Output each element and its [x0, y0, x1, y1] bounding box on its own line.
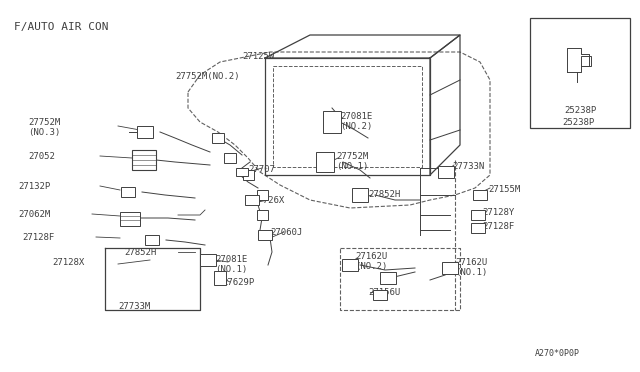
Bar: [243, 170, 253, 180]
Bar: [438, 166, 454, 178]
Bar: [373, 290, 387, 300]
Text: 27128Y: 27128Y: [482, 208, 515, 217]
Bar: [257, 190, 268, 200]
Bar: [530, 18, 630, 128]
Bar: [145, 235, 159, 245]
Text: 27752M(NO.2): 27752M(NO.2): [175, 72, 239, 81]
Text: 27733N: 27733N: [452, 162, 484, 171]
Text: 27752M
(NO.3): 27752M (NO.3): [28, 118, 60, 137]
Bar: [200, 254, 216, 266]
Text: 27132P: 27132P: [18, 182, 51, 191]
Text: 27852H: 27852H: [368, 190, 400, 199]
Text: 27162U
(NO.2): 27162U (NO.2): [355, 252, 387, 272]
Text: 27060J: 27060J: [270, 228, 302, 237]
Bar: [342, 259, 358, 271]
Bar: [442, 262, 458, 274]
Text: 27062M: 27062M: [18, 210, 51, 219]
Text: 27128F: 27128F: [22, 233, 54, 242]
Text: 27128X: 27128X: [52, 258, 84, 267]
Bar: [352, 188, 368, 202]
Bar: [121, 187, 135, 197]
Bar: [471, 223, 485, 233]
Text: 27726X: 27726X: [252, 196, 284, 205]
Text: 25238P: 25238P: [564, 106, 596, 115]
Text: 25238P: 25238P: [562, 118, 594, 127]
Text: 27707: 27707: [248, 165, 275, 174]
Bar: [471, 210, 485, 220]
Text: 27629P: 27629P: [222, 278, 254, 287]
Text: 27162U
(NO.1): 27162U (NO.1): [455, 258, 487, 278]
Text: F/AUTO AIR CON: F/AUTO AIR CON: [14, 22, 109, 32]
Bar: [132, 150, 156, 170]
Bar: [258, 230, 272, 240]
Text: 27081E
(NO.2): 27081E (NO.2): [340, 112, 372, 131]
Text: 27733M: 27733M: [118, 302, 150, 311]
Bar: [224, 153, 236, 163]
Bar: [214, 271, 226, 285]
Bar: [473, 190, 487, 200]
Text: 27156U: 27156U: [368, 288, 400, 297]
Text: 27852H: 27852H: [124, 248, 156, 257]
Text: 27125W: 27125W: [242, 52, 275, 61]
Bar: [236, 168, 248, 176]
Bar: [316, 152, 334, 172]
Text: 27052: 27052: [28, 152, 55, 161]
Text: 27752M
(NO.1): 27752M (NO.1): [336, 152, 368, 171]
Bar: [581, 56, 591, 66]
Bar: [120, 212, 140, 226]
Bar: [137, 126, 153, 138]
Text: 27081E
(NO.1): 27081E (NO.1): [215, 255, 247, 275]
Bar: [245, 195, 259, 205]
Bar: [323, 111, 341, 133]
Bar: [257, 210, 268, 220]
Text: 27155M: 27155M: [488, 185, 520, 194]
Text: 27128F: 27128F: [482, 222, 515, 231]
Bar: [380, 272, 396, 284]
Text: A270*0P0P: A270*0P0P: [535, 349, 580, 358]
Bar: [212, 133, 224, 143]
